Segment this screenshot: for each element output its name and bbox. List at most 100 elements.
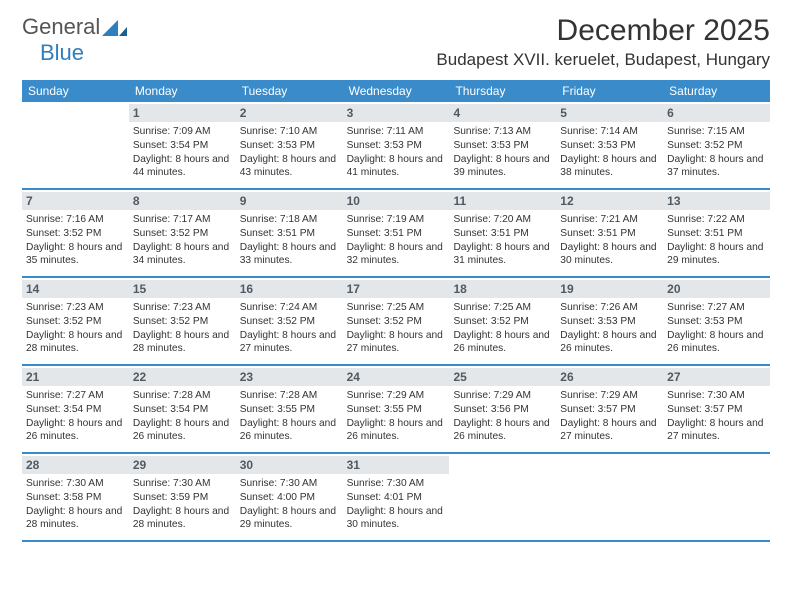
sunrise-line: Sunrise: 7:23 AM [133, 301, 232, 315]
dow-header: Friday [556, 80, 663, 102]
day-cell: 2Sunrise: 7:10 AMSunset: 3:53 PMDaylight… [236, 102, 343, 188]
days-of-week-header: SundayMondayTuesdayWednesdayThursdayFrid… [22, 80, 770, 102]
day-cell [556, 454, 663, 540]
day-number: 9 [236, 192, 343, 210]
sunset-line: Sunset: 3:53 PM [560, 315, 659, 329]
day-cell: 31 Sunrise: 7:30 AMSunset: 4:01 PMDayligh… [343, 454, 450, 540]
day-cell: 18Sunrise: 7:25 AMSunset: 3:52 PMDayligh… [449, 278, 556, 364]
dow-header: Wednesday [343, 80, 450, 102]
day-cell: 12Sunrise: 7:21 AMSunset: 3:51 PMDayligh… [556, 190, 663, 276]
daylight-line: Daylight: 8 hours and 26 minutes. [26, 417, 125, 445]
sunrise-line: Sunrise: 7:20 AM [453, 213, 552, 227]
day-cell: 10Sunrise: 7:19 AMSunset: 3:51 PMDayligh… [343, 190, 450, 276]
daylight-line: Daylight: 8 hours and 27 minutes. [240, 329, 339, 357]
day-number: 5 [556, 104, 663, 122]
day-number: 23 [236, 368, 343, 386]
day-cell: 24Sunrise: 7:29 AMSunset: 3:55 PMDayligh… [343, 366, 450, 452]
sunset-line: Sunset: 3:52 PM [667, 139, 766, 153]
daylight-line: Daylight: 8 hours and 28 minutes. [26, 505, 125, 533]
day-cell: 9 Sunrise: 7:18 AMSunset: 3:51 PMDaylight… [236, 190, 343, 276]
day-cell: 30Sunrise: 7:30 AMSunset: 4:00 PMDayligh… [236, 454, 343, 540]
day-number: 24 [343, 368, 450, 386]
day-number: 1 [129, 104, 236, 122]
day-cell: 22Sunrise: 7:28 AMSunset: 3:54 PMDayligh… [129, 366, 236, 452]
day-cell: 11 Sunrise: 7:20 AMSunset: 3:51 PMDayligh… [449, 190, 556, 276]
sunset-line: Sunset: 3:54 PM [133, 139, 232, 153]
week-row: 1Sunrise: 7:09 AMSunset: 3:54 PMDaylight… [22, 102, 770, 190]
sunset-line: Sunset: 4:00 PM [240, 491, 339, 505]
sunrise-line: Sunrise: 7:11 AM [347, 125, 446, 139]
daylight-line: Daylight: 8 hours and 30 minutes. [560, 241, 659, 269]
sunrise-line: Sunrise: 7:30 AM [133, 477, 232, 491]
brand-word-2-wrap: Blue [22, 40, 84, 66]
day-cell: 5Sunrise: 7:14 AMSunset: 3:53 PMDaylight… [556, 102, 663, 188]
day-cell: 14Sunrise: 7:23 AMSunset: 3:52 PMDayligh… [22, 278, 129, 364]
day-number: 11 [449, 192, 556, 210]
week-row: 14Sunrise: 7:23 AMSunset: 3:52 PMDayligh… [22, 278, 770, 366]
day-cell: 4Sunrise: 7:13 AMSunset: 3:53 PMDaylight… [449, 102, 556, 188]
daylight-line: Daylight: 8 hours and 43 minutes. [240, 153, 339, 181]
sunrise-line: Sunrise: 7:27 AM [667, 301, 766, 315]
daylight-line: Daylight: 8 hours and 27 minutes. [347, 329, 446, 357]
daylight-line: Daylight: 8 hours and 31 minutes. [453, 241, 552, 269]
week-row: 21Sunrise: 7:27 AMSunset: 3:54 PMDayligh… [22, 366, 770, 454]
sunset-line: Sunset: 3:57 PM [667, 403, 766, 417]
sunset-line: Sunset: 3:56 PM [453, 403, 552, 417]
sunset-line: Sunset: 3:51 PM [347, 227, 446, 241]
brand-word-2: Blue [40, 40, 84, 65]
sunset-line: Sunset: 4:01 PM [347, 491, 446, 505]
daylight-line: Daylight: 8 hours and 26 minutes. [240, 417, 339, 445]
sunrise-line: Sunrise: 7:28 AM [133, 389, 232, 403]
sunrise-line: Sunrise: 7:28 AM [240, 389, 339, 403]
sunset-line: Sunset: 3:52 PM [133, 227, 232, 241]
sunrise-line: Sunrise: 7:25 AM [347, 301, 446, 315]
weeks-container: 1Sunrise: 7:09 AMSunset: 3:54 PMDaylight… [22, 102, 770, 542]
month-title: December 2025 [436, 14, 770, 48]
day-number: 30 [236, 456, 343, 474]
dow-header: Sunday [22, 80, 129, 102]
sunrise-line: Sunrise: 7:16 AM [26, 213, 125, 227]
sunset-line: Sunset: 3:57 PM [560, 403, 659, 417]
daylight-line: Daylight: 8 hours and 33 minutes. [240, 241, 339, 269]
day-cell [663, 454, 770, 540]
page-header: General December 2025 Budapest XVII. ker… [0, 0, 792, 70]
day-number: 4 [449, 104, 556, 122]
day-number: 17 [343, 280, 450, 298]
day-number: 22 [129, 368, 236, 386]
daylight-line: Daylight: 8 hours and 26 minutes. [347, 417, 446, 445]
daylight-line: Daylight: 8 hours and 35 minutes. [26, 241, 125, 269]
dow-header: Monday [129, 80, 236, 102]
sunrise-line: Sunrise: 7:18 AM [240, 213, 339, 227]
day-cell: 13Sunrise: 7:22 AMSunset: 3:51 PMDayligh… [663, 190, 770, 276]
sunrise-line: Sunrise: 7:30 AM [347, 477, 446, 491]
daylight-line: Daylight: 8 hours and 32 minutes. [347, 241, 446, 269]
daylight-line: Daylight: 8 hours and 44 minutes. [133, 153, 232, 181]
day-number: 3 [343, 104, 450, 122]
sunset-line: Sunset: 3:55 PM [240, 403, 339, 417]
sunrise-line: Sunrise: 7:30 AM [240, 477, 339, 491]
day-number: 6 [663, 104, 770, 122]
sunrise-line: Sunrise: 7:17 AM [133, 213, 232, 227]
day-number: 31 [343, 456, 450, 474]
sunrise-line: Sunrise: 7:29 AM [347, 389, 446, 403]
sunrise-line: Sunrise: 7:13 AM [453, 125, 552, 139]
daylight-line: Daylight: 8 hours and 30 minutes. [347, 505, 446, 533]
daylight-line: Daylight: 8 hours and 27 minutes. [667, 417, 766, 445]
day-cell: 25Sunrise: 7:29 AMSunset: 3:56 PMDayligh… [449, 366, 556, 452]
sunset-line: Sunset: 3:51 PM [240, 227, 339, 241]
daylight-line: Daylight: 8 hours and 34 minutes. [133, 241, 232, 269]
daylight-line: Daylight: 8 hours and 26 minutes. [560, 329, 659, 357]
day-cell: 3Sunrise: 7:11 AMSunset: 3:53 PMDaylight… [343, 102, 450, 188]
sunset-line: Sunset: 3:52 PM [453, 315, 552, 329]
sunset-line: Sunset: 3:53 PM [560, 139, 659, 153]
daylight-line: Daylight: 8 hours and 26 minutes. [133, 417, 232, 445]
sunset-line: Sunset: 3:51 PM [667, 227, 766, 241]
dow-header: Tuesday [236, 80, 343, 102]
sunset-line: Sunset: 3:52 PM [26, 227, 125, 241]
sunset-line: Sunset: 3:51 PM [453, 227, 552, 241]
day-number: 2 [236, 104, 343, 122]
day-cell: 6Sunrise: 7:15 AMSunset: 3:52 PMDaylight… [663, 102, 770, 188]
day-number: 28 [22, 456, 129, 474]
daylight-line: Daylight: 8 hours and 26 minutes. [453, 329, 552, 357]
sunset-line: Sunset: 3:51 PM [560, 227, 659, 241]
